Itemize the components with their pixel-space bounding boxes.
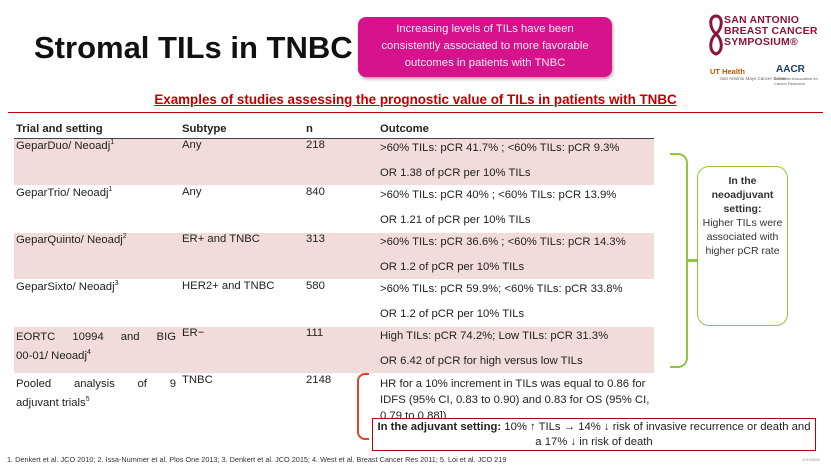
trial-cell: GeparQuinto/ Neoadj2 — [14, 232, 182, 280]
aacr-logo: AACR — [776, 64, 805, 75]
ut-health-sub: San Antonio Mays Cancer Center — [720, 76, 787, 81]
neoadjuvant-bracket — [670, 153, 688, 368]
header-outcome: Outcome — [380, 122, 654, 139]
n-cell: 111 — [306, 326, 380, 374]
table-row: Pooled analysis of 9 adjuvant trials5 TNBC … — [14, 373, 654, 425]
n-cell: 580 — [306, 279, 380, 327]
n-cell: 218 — [306, 138, 380, 186]
outcome-cell: >60% TILs: pCR 36.6% ; <60% TILs: pCR 14… — [380, 232, 654, 280]
trial-cell: Pooled analysis of 9 adjuvant trials5 — [14, 373, 182, 425]
sabcs-wordmark: SAN ANTONIO BREAST CANCER SYMPOSIUM® — [724, 14, 818, 48]
heading-divider — [8, 112, 823, 113]
table-row: GeparDuo/ Neoadj1 Any 218 >60% TILs: pCR… — [14, 138, 654, 186]
references-footnote: 1. Denkert et al. JCO 2010; 2. Issa-Numm… — [7, 455, 507, 464]
outcome-cell: >60% TILs: pCR 59.9%; <60% TILs: pCR 33.… — [380, 279, 654, 327]
table-row: GeparSixto/ Neoadj3 HER2+ and TNBC 580 >… — [14, 279, 654, 327]
subtype-cell: Any — [182, 185, 306, 233]
adjuvant-bracket — [357, 373, 369, 440]
subtype-cell: ER+ and TNBC — [182, 232, 306, 280]
neoadjuvant-bracket-tip — [687, 259, 697, 262]
subtype-cell: ER− — [182, 326, 306, 374]
subtype-cell: TNBC — [182, 373, 306, 425]
n-cell: 840 — [306, 185, 380, 233]
table-row: EORTC 10994 and BIG 00-01/ Neoadj4 ER− 111 … — [14, 326, 654, 374]
table-header-row: Trial and setting Subtype n Outcome — [14, 122, 654, 139]
n-cell: 313 — [306, 232, 380, 280]
aacr-sub: American Association for Cancer Research — [774, 76, 819, 86]
n-cell: 2148 — [306, 373, 380, 425]
sabcs-logo: SAN ANTONIO BREAST CANCER SYMPOSIUM® UT … — [706, 12, 824, 92]
adjuvant-body: 10% ↑ TILs → 14% ↓ risk of invasive recu… — [504, 421, 811, 448]
key-message-callout: Increasing levels of TILs have been cons… — [358, 17, 612, 77]
outcome-cell: High TILs: pCR 74.2%; Low TILs: pCR 31.3… — [380, 326, 654, 374]
studies-table: Trial and setting Subtype n Outcome Gepa… — [14, 122, 654, 425]
trial-cell: EORTC 10994 and BIG 00-01/ Neoadj4 — [14, 326, 182, 374]
header-trial: Trial and setting — [14, 122, 182, 139]
subtype-cell: HER2+ and TNBC — [182, 279, 306, 327]
header-n: n — [306, 122, 380, 139]
trial-cell: GeparSixto/ Neoadj3 — [14, 279, 182, 327]
table-heading: Examples of studies assessing the progno… — [154, 92, 677, 107]
outcome-cell: >60% TILs: pCR 41.7% ; <60% TILs: pCR 9.… — [380, 138, 654, 186]
adjuvant-summary-box: In the adjuvant setting: 10% ↑ TILs → 14… — [372, 418, 816, 451]
outcome-cell: >60% TILs: pCR 40% ; <60% TILs: pCR 13.9… — [380, 185, 654, 233]
trial-cell: GeparDuo/ Neoadj1 — [14, 138, 182, 186]
outcome-cell: HR for a 10% increment in TILs was equal… — [380, 373, 654, 425]
header-subtype: Subtype — [182, 122, 306, 139]
trial-cell: GeparTrio/ Neoadj1 — [14, 185, 182, 233]
neoadjuvant-summary-box: In the neoadjuvant setting: Higher TILs … — [697, 166, 788, 326]
table-row: GeparQuinto/ Neoadj2 ER+ and TNBC 313 >6… — [14, 232, 654, 280]
adjuvant-heading: In the adjuvant setting: — [377, 421, 502, 433]
slide-title: Stromal TILs in TNBC — [34, 30, 353, 65]
neoadjuvant-body: Higher TILs were associated with higher … — [702, 217, 783, 257]
table-row: GeparTrio/ Neoadj1 Any 840 >60% TILs: pC… — [14, 185, 654, 233]
ribbon-icon — [709, 14, 723, 56]
slide-tag: 20190856 — [802, 457, 820, 462]
ut-health-logo: UT Health — [710, 67, 746, 76]
subtype-cell: Any — [182, 138, 306, 186]
neoadjuvant-heading: In the neoadjuvant setting: — [711, 175, 774, 215]
